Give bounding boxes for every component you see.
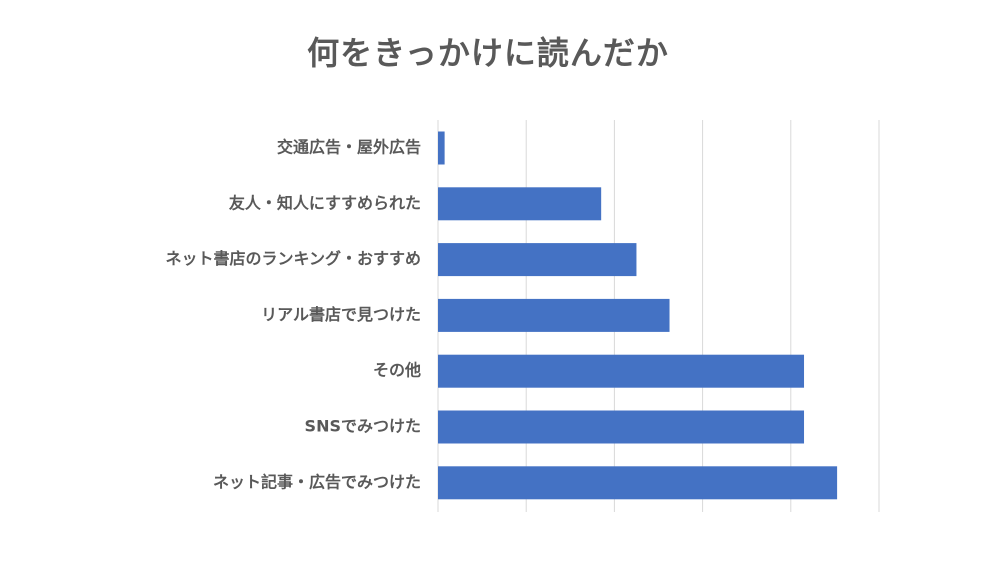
bar xyxy=(438,298,670,332)
chart-title: 何をきっかけに読んだか xyxy=(307,34,669,72)
category-label: リアル書店で見つけた xyxy=(261,305,421,324)
category-labels: 交通広告・屋外広告友人・知人にすすめられたネット書店のランキング・おすすめリアル… xyxy=(165,138,421,492)
bar xyxy=(438,466,838,500)
category-label: ネット書店のランキング・おすすめ xyxy=(165,249,421,268)
category-label: ネット記事・広告でみつけた xyxy=(213,472,421,491)
bar xyxy=(438,187,602,221)
bar xyxy=(438,354,805,388)
bars xyxy=(438,131,838,500)
category-label: 交通広告・屋外広告 xyxy=(277,138,421,157)
category-label: SNSでみつけた xyxy=(305,417,421,436)
bar xyxy=(438,243,637,277)
category-label: 友人・知人にすすめられた xyxy=(229,193,421,212)
bar xyxy=(438,410,805,444)
category-label: その他 xyxy=(373,361,421,380)
bar xyxy=(438,131,445,165)
